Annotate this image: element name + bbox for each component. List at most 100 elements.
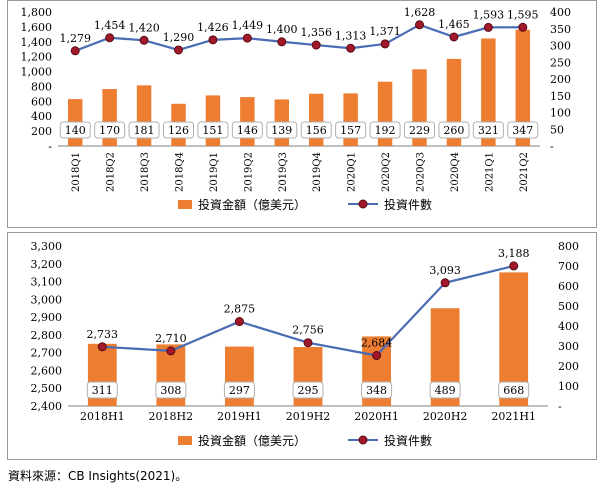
category-label: 2019H2 <box>286 410 331 423</box>
count-value-label: 1,426 <box>197 21 229 34</box>
chart-half-yearly: 3,300 3,200 3,100 3,000 2,900 2,800 2,700 2,600… <box>0 232 600 460</box>
bar-value-label: 321 <box>478 124 499 137</box>
bar-value-box <box>335 121 367 139</box>
category-label: 2018Q2 <box>106 152 117 192</box>
count-value-label: 1,356 <box>300 26 332 39</box>
bar-value-box <box>59 121 91 139</box>
count-value-label: 1,454 <box>94 19 126 32</box>
count-value-label: 1,400 <box>266 23 298 36</box>
bar-value-label: 229 <box>409 124 430 137</box>
count-point <box>166 346 176 356</box>
count-value-label: 1,313 <box>335 29 367 42</box>
bar <box>481 38 496 147</box>
bar-value-label: 181 <box>134 124 155 137</box>
bar-value-box <box>163 121 194 139</box>
count-point <box>174 45 183 55</box>
left-tick-label: 2,400 <box>31 400 63 413</box>
bar-value-box <box>94 121 126 139</box>
bar-value-box <box>300 121 332 139</box>
left-tick-label: 800 <box>31 80 52 93</box>
category-label: 2020H2 <box>423 410 468 423</box>
bar-value-label: 489 <box>435 384 456 397</box>
right-tick-label: 200 <box>550 73 571 86</box>
chart-frame <box>7 232 597 460</box>
bar-value-box <box>369 121 401 139</box>
bar-value-label: 146 <box>237 124 258 137</box>
right-tick-label: 200 <box>558 360 579 373</box>
bar-value-label: 297 <box>229 384 250 397</box>
legend-bar-swatch <box>178 436 192 445</box>
category-label: 2020Q4 <box>450 152 461 192</box>
count-value-label: 2,733 <box>87 328 119 341</box>
left-tick-label: 2,700 <box>31 347 63 360</box>
right-tick-label: - <box>550 140 554 153</box>
count-value-label: 1,420 <box>128 21 160 34</box>
category-label: 2018Q3 <box>140 152 151 192</box>
count-value-label: 1,371 <box>369 25 401 38</box>
left-tick-label: 2,800 <box>31 329 63 342</box>
bar-value-label: 311 <box>92 384 113 397</box>
count-point <box>449 32 459 42</box>
right-tick-label: 800 <box>558 240 579 253</box>
count-value-label: 2,684 <box>361 337 393 350</box>
chart-frame <box>7 0 597 228</box>
category-label: 2018Q4 <box>175 152 186 192</box>
count-point <box>105 33 115 43</box>
legend-line-marker <box>358 199 368 209</box>
bar-value-box <box>266 121 298 139</box>
legend-bar-label: 投資金額（億美元） <box>198 197 306 212</box>
count-value-label: 1,279 <box>59 32 91 45</box>
count-value-label: 3,093 <box>429 264 461 277</box>
bar-value-box <box>128 121 160 139</box>
left-tick-label: 2,900 <box>31 311 63 324</box>
left-tick-label: 400 <box>31 110 52 123</box>
left-tick-label: - <box>48 140 52 153</box>
count-value-label: 2,756 <box>292 324 324 337</box>
bar-value-box <box>223 381 255 399</box>
bar-value-label: 139 <box>271 124 292 137</box>
category-label: 2019Q4 <box>312 152 323 192</box>
chart-half-yearly-svg: 3,300 3,200 3,100 3,000 2,900 2,800 2,700 2,600… <box>31 240 580 448</box>
count-point <box>208 35 218 45</box>
left-tick-label: 3,000 <box>31 293 63 306</box>
right-tick-label: 150 <box>550 90 571 103</box>
category-label: 2021Q1 <box>484 152 495 192</box>
bar-value-label: 140 <box>65 124 86 137</box>
count-value-label: 1,449 <box>232 19 264 32</box>
count-point <box>242 33 252 43</box>
bar-value-box <box>292 381 324 399</box>
bar-value-box <box>231 121 263 139</box>
left-tick-label: 3,300 <box>31 240 63 253</box>
count-value-label: 2,710 <box>155 332 187 345</box>
count-point <box>483 22 493 32</box>
bar-value-label: 348 <box>366 384 387 397</box>
category-label: 2021Q2 <box>519 152 530 192</box>
bar-value-box <box>472 121 504 139</box>
left-tick-label: 1,800 <box>21 6 53 19</box>
right-tick-label: 400 <box>558 320 579 333</box>
chart-quarterly: 1,800 1,600 1,400 1,200 1,000 800 600 400 200 - 40… <box>0 0 600 228</box>
right-tick-label: 500 <box>558 300 579 313</box>
count-point <box>139 35 149 45</box>
legend-line-marker <box>358 435 368 445</box>
bar-value-label: 260 <box>443 124 464 137</box>
count-value-label: 2,875 <box>224 303 256 316</box>
right-tick-label: - <box>558 400 562 413</box>
category-label: 2020H1 <box>354 410 399 423</box>
count-point <box>97 342 107 352</box>
right-tick-label: 400 <box>550 6 571 19</box>
left-tick-label: 2,500 <box>31 382 63 395</box>
count-point <box>380 39 390 49</box>
bar-value-label: 151 <box>202 124 223 137</box>
bar-value-box <box>197 121 229 139</box>
category-label: 2020Q1 <box>347 152 358 192</box>
count-point <box>70 46 80 56</box>
bar-value-label: 668 <box>503 384 524 397</box>
bar-value-label: 156 <box>306 124 327 137</box>
left-tick-label: 600 <box>31 95 52 108</box>
right-tick-label: 250 <box>550 56 571 69</box>
bar-value-label: 126 <box>168 124 189 137</box>
count-line <box>74 23 523 52</box>
right-tick-label: 600 <box>558 280 579 293</box>
